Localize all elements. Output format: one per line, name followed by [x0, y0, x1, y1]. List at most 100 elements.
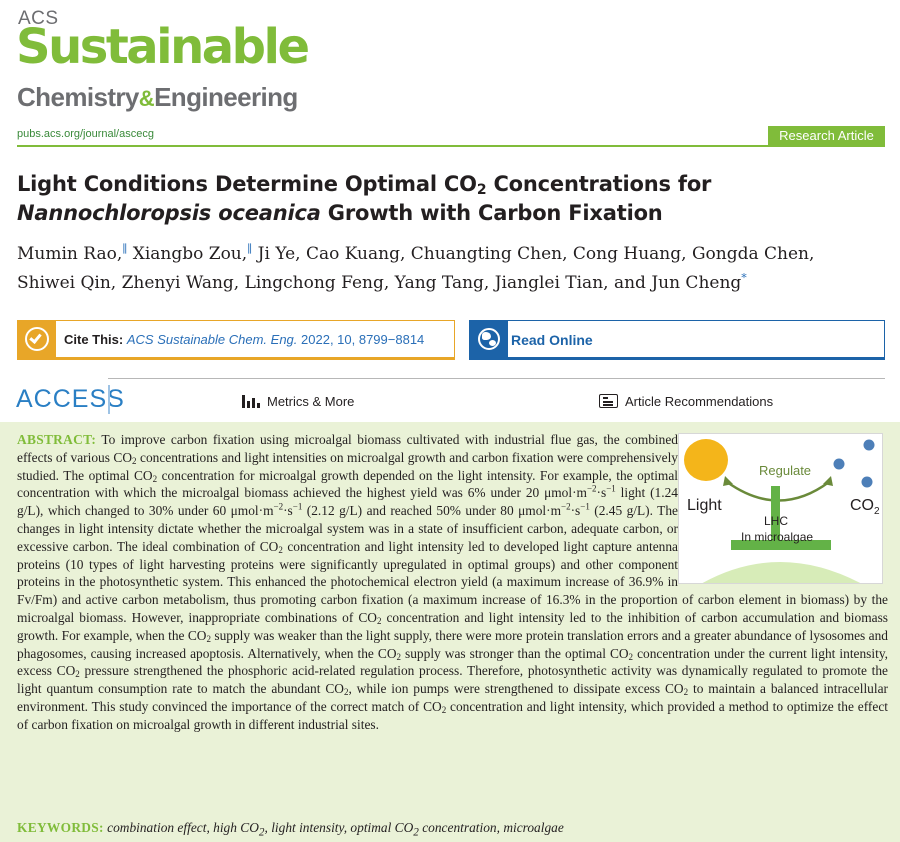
- metrics-and-more-link[interactable]: Metrics & More: [242, 394, 354, 409]
- abstract-text-run: 2: [75, 669, 80, 680]
- keyword-text-run: combination effect: [107, 820, 207, 835]
- author-names[interactable]: Shiwei Qin, Zhenyi Wang, Lingchong Feng,…: [17, 273, 742, 293]
- abstract-text-run: concentration and light intensity led to…: [17, 609, 889, 643]
- abstract-text-run: −2: [273, 501, 284, 512]
- logo-subtitle: Chemistry&Engineering: [17, 82, 298, 113]
- keyword-item[interactable]: combination effect: [107, 820, 206, 835]
- abstract-text-run: −1: [606, 483, 616, 494]
- keyword-separator: ,: [496, 820, 504, 835]
- abstract-text-run: pressure strengthened the phosphoric aci…: [17, 663, 889, 697]
- title-species: Nannochloropsis oceanica: [17, 201, 321, 225]
- globe-icon: [470, 321, 508, 358]
- read-online-label[interactable]: Read Online: [511, 332, 593, 348]
- author-names[interactable]: Ji Ye, Cao Kuang, Chuangting Chen, Cong …: [252, 244, 815, 264]
- sun-icon: [684, 439, 728, 481]
- title-part-3: Growth with Carbon Fixation: [320, 201, 663, 225]
- keyword-item[interactable]: microalgae: [503, 820, 564, 835]
- keyword-item[interactable]: light intensity: [271, 820, 344, 835]
- abstract-text-run: (2.45 g/L). The changes in light intensi…: [17, 503, 678, 554]
- abstract-text-run: ·s: [596, 485, 607, 501]
- author-name[interactable]: Xiangbo Zou,: [127, 244, 248, 264]
- regulate-label: Regulate: [759, 463, 811, 478]
- abstract-text-run: light (1.24 g/L), which changed to 30% u…: [17, 485, 678, 519]
- lhc-band: [731, 540, 831, 550]
- keywords: KEYWORDS: combination effect, high CO2, …: [17, 820, 888, 839]
- abstract-text-run: concentrations and light intensities on …: [17, 449, 678, 483]
- abstract-text-run: 2: [376, 615, 382, 626]
- author-line-2: Shiwei Qin, Zhenyi Wang, Lingchong Feng,…: [17, 269, 892, 298]
- abstract-text-run: −2: [586, 483, 597, 494]
- abstract-text-run: ·s: [570, 503, 581, 519]
- header-divider: [17, 145, 885, 147]
- article-title: Light Conditions Determine Optimal CO2 C…: [17, 170, 887, 228]
- abstract-text-run: 2: [396, 651, 402, 662]
- keyword-text-run: 2: [258, 826, 265, 839]
- keyword-separator: ,: [206, 820, 214, 835]
- keyword-item[interactable]: optimal CO2 concentration: [350, 820, 497, 839]
- abstract-text-run: 2: [132, 455, 137, 466]
- access-bar-rule: [108, 378, 885, 379]
- co2-label: CO2: [850, 497, 880, 517]
- abstract-label: ABSTRACT:: [17, 432, 97, 447]
- abstract-text-run: −2: [561, 501, 571, 512]
- abstract-text-run: (2.12 g/L) and reached 50% under 80 μmol…: [302, 503, 561, 519]
- abstract-text-run: supply was stronger than the optimal CO: [401, 645, 629, 661]
- article-type-badge: Research Article: [768, 126, 885, 145]
- toc-graphic-spacer: [678, 431, 888, 589]
- author-affiliation-mark[interactable]: ∥: [122, 242, 128, 256]
- citation-link[interactable]: ACS Sustainable Chem. Eng. 2022, 10, 879…: [127, 332, 424, 347]
- co2-bubble: [863, 439, 875, 451]
- cite-this-box: Cite This: ACS Sustainable Chem. Eng. 20…: [17, 320, 455, 360]
- metrics-label[interactable]: Metrics & More: [267, 394, 355, 409]
- abstract-text-run: −1: [580, 501, 590, 512]
- abstract-text-run: concentration for microalgal growth depe…: [17, 467, 678, 501]
- keyword-text-run: microalgae: [503, 820, 564, 835]
- cite-this-label: Cite This:: [64, 332, 124, 347]
- citation-details[interactable]: 2022, 10, 8799−8814: [297, 332, 425, 347]
- microalgae-cell: [702, 562, 861, 583]
- regulate-arrowhead-right: [823, 476, 833, 486]
- title-subscript: 2: [476, 182, 487, 198]
- abstract-text-run: to maintain a balanced intracellular env…: [17, 681, 889, 714]
- title-part-1: Light Conditions Determine Optimal CO: [17, 172, 477, 196]
- corresponding-author-mark[interactable]: *: [741, 271, 747, 285]
- article-recommendations-link[interactable]: Article Recommendations: [599, 394, 773, 409]
- access-divider: [108, 385, 110, 414]
- checkmark-icon: [18, 321, 56, 358]
- logo-acs-text: ACS: [18, 8, 59, 29]
- keyword-text-run: light intensity: [271, 820, 344, 835]
- abstract-text-run: 2: [628, 651, 634, 662]
- abstract-text-run: −1: [292, 501, 303, 512]
- abstract-text-run: 2: [683, 687, 689, 698]
- logo-sub-engineering: Engineering: [154, 82, 298, 112]
- author-name[interactable]: Mumin Rao,: [17, 244, 123, 264]
- keyword-text-run: concentration: [418, 820, 497, 835]
- title-part-2: Concentrations for: [486, 172, 712, 196]
- lhc-stem: [771, 486, 780, 540]
- logo-sub-chemistry: Chemistry: [17, 82, 139, 112]
- abstract-text-run: concentration and light intensity, which…: [17, 698, 888, 732]
- abstract-text-run: concentration under the current light in…: [17, 645, 889, 679]
- abstract-text-run: 2: [278, 544, 283, 555]
- author-line-1: Mumin Rao,∥ Xiangbo Zou,∥ Ji Ye, Cao Kua…: [17, 240, 892, 269]
- abstract-text-run: To improve carbon fixation using microal…: [17, 432, 678, 465]
- abstract-text-run: 2: [152, 473, 158, 484]
- co2-bubble: [833, 458, 845, 470]
- keyword-item[interactable]: high CO2: [213, 820, 264, 839]
- abstract-text-run: , while ion pumps were strengthened to d…: [348, 681, 684, 697]
- logo-main-text: Sustainable: [16, 19, 310, 75]
- recommendations-label[interactable]: Article Recommendations: [625, 394, 774, 409]
- access-label: ACCESS: [16, 385, 125, 413]
- abstract-text-run: supply was weaker than the light supply,…: [17, 627, 888, 661]
- keyword-separator: ,: [343, 820, 351, 835]
- microalgae-label: In microalgae: [741, 530, 813, 544]
- author-affiliation-mark[interactable]: ∥: [247, 242, 253, 256]
- read-online-button[interactable]: Read Online: [469, 320, 885, 360]
- abstract-text-run: ·s: [283, 503, 293, 519]
- journal-url-link[interactable]: pubs.acs.org/journal/ascecg: [17, 128, 154, 140]
- citation-journal[interactable]: ACS Sustainable Chem. Eng.: [126, 332, 298, 347]
- co2-bubble: [861, 476, 873, 488]
- keywords-label: KEYWORDS:: [17, 820, 104, 835]
- regulate-arrowhead-left: [723, 476, 733, 486]
- abstract-text-run: 2: [206, 633, 211, 644]
